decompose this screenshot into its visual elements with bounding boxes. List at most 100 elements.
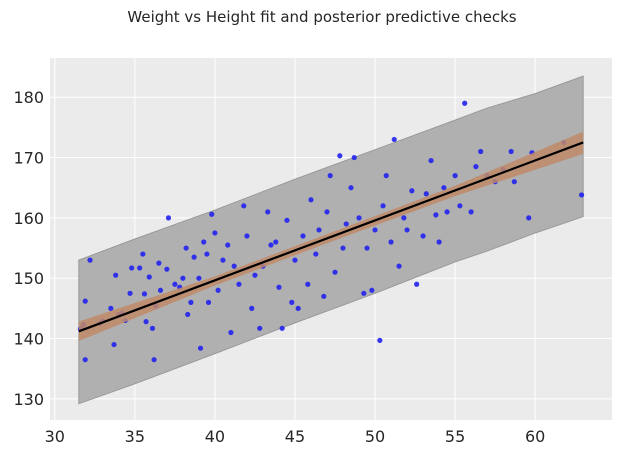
data-point	[401, 215, 407, 221]
data-point	[340, 245, 346, 251]
data-point	[108, 305, 114, 311]
data-point	[111, 341, 117, 348]
data-point	[165, 215, 172, 221]
data-point	[82, 357, 88, 363]
data-point	[436, 239, 442, 245]
x-tick-label: 55	[445, 427, 465, 446]
data-point	[276, 284, 282, 290]
data-point	[348, 185, 354, 191]
data-point	[308, 197, 314, 203]
y-tick-label: 160	[13, 209, 44, 228]
data-point	[332, 269, 338, 275]
data-point	[231, 263, 237, 269]
tick-labels: 30 35 40 45 50 55 60 130 140 150 160 170 180	[13, 88, 545, 446]
data-point	[284, 217, 290, 223]
data-point	[351, 154, 357, 161]
data-point	[151, 357, 157, 363]
data-point	[273, 239, 279, 245]
data-point	[305, 281, 311, 287]
x-tick-label: 45	[285, 427, 305, 446]
data-point	[295, 305, 301, 311]
data-point	[265, 209, 271, 215]
data-point	[205, 299, 212, 305]
data-point	[511, 179, 517, 185]
data-point	[324, 209, 330, 215]
data-point	[452, 173, 458, 179]
data-point	[215, 287, 221, 293]
data-point	[257, 325, 263, 331]
data-point	[241, 203, 247, 209]
data-point	[478, 148, 484, 155]
data-point	[423, 191, 429, 197]
data-point	[113, 272, 119, 278]
x-tick-label: 30	[45, 427, 65, 446]
data-point	[249, 305, 255, 311]
data-point	[578, 192, 585, 198]
data-point	[388, 239, 394, 245]
chart-title: Weight vs Height fit and posterior predi…	[127, 8, 516, 26]
x-tick-label: 35	[125, 427, 145, 446]
data-point	[146, 274, 152, 280]
data-point	[380, 203, 386, 209]
data-point	[289, 299, 295, 305]
data-point	[172, 281, 178, 287]
data-point	[191, 254, 197, 260]
data-point	[140, 251, 146, 257]
data-point	[441, 185, 447, 191]
data-point	[156, 260, 162, 266]
data-point	[212, 230, 218, 236]
data-point	[414, 281, 420, 287]
data-point	[127, 290, 133, 296]
data-point	[428, 157, 434, 164]
data-point	[196, 275, 202, 281]
data-point	[356, 215, 362, 221]
data-point	[343, 221, 349, 227]
y-tick-label: 140	[13, 330, 44, 349]
data-point	[404, 227, 410, 233]
data-point	[220, 257, 226, 263]
data-point	[369, 287, 375, 293]
data-point	[327, 173, 333, 179]
data-point	[361, 290, 367, 296]
data-point	[225, 242, 231, 248]
x-tick-label: 40	[205, 427, 225, 446]
fit-line-group	[78, 131, 584, 341]
data-point	[82, 298, 88, 304]
data-point	[129, 265, 135, 271]
y-tick-label: 180	[13, 88, 44, 107]
data-point	[433, 212, 439, 218]
data-point	[468, 209, 474, 215]
data-point	[420, 233, 426, 239]
data-point	[316, 227, 322, 233]
scatter-points	[77, 100, 585, 363]
data-point	[457, 203, 463, 209]
data-point	[209, 211, 215, 217]
data-point	[87, 257, 93, 263]
data-point	[164, 266, 170, 272]
data-point	[444, 209, 450, 215]
x-tick-label: 50	[365, 427, 385, 446]
data-point	[180, 275, 186, 281]
data-point	[372, 227, 378, 233]
data-point	[321, 293, 327, 299]
data-point	[244, 233, 250, 239]
data-point	[396, 263, 402, 269]
data-point	[473, 164, 479, 170]
data-point	[508, 148, 514, 155]
data-point	[526, 215, 532, 221]
data-point	[183, 245, 189, 251]
data-point	[337, 153, 343, 159]
data-point	[292, 257, 298, 263]
data-point	[409, 188, 415, 194]
data-point	[300, 233, 306, 239]
data-point	[383, 173, 389, 179]
data-point	[141, 291, 148, 297]
y-tick-label: 130	[13, 390, 44, 409]
data-point	[279, 325, 285, 331]
data-point	[313, 251, 319, 257]
data-point	[252, 272, 258, 278]
y-tick-label: 170	[13, 149, 44, 168]
data-point	[201, 239, 207, 245]
data-point	[188, 299, 194, 305]
